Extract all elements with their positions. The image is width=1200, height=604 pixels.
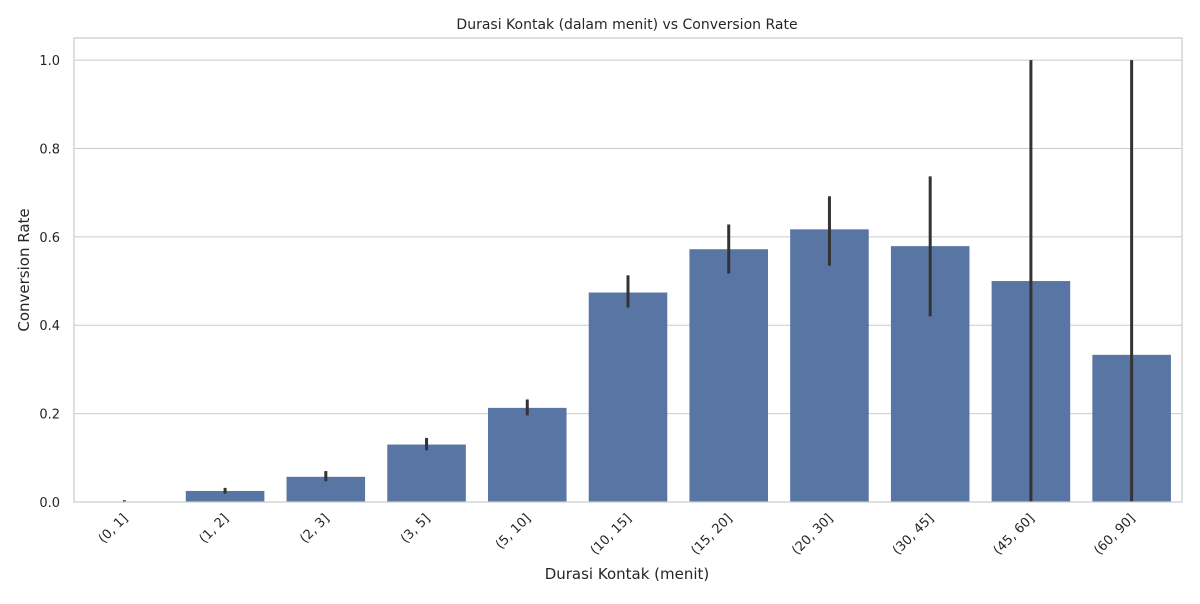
y-tick-label: 0.0 bbox=[39, 496, 60, 511]
y-tick-label: 0.2 bbox=[39, 408, 60, 423]
y-tick-label: 0.8 bbox=[39, 142, 60, 157]
y-tick-label: 0.6 bbox=[39, 231, 60, 246]
y-tick-label: 1.0 bbox=[39, 54, 60, 69]
axes-frame bbox=[73, 37, 1183, 503]
bar bbox=[588, 292, 668, 502]
bar bbox=[185, 490, 265, 502]
x-axis-label: Durasi Kontak (menit) bbox=[545, 565, 710, 583]
y-tick-labels: 0.0 0.2 0.4 0.6 0.8 1.0 bbox=[39, 54, 60, 511]
bar bbox=[487, 407, 567, 502]
chart-title: Durasi Kontak (dalam menit) vs Conversio… bbox=[456, 17, 797, 33]
bar bbox=[689, 249, 769, 502]
y-tick-label: 0.4 bbox=[39, 319, 60, 334]
bar bbox=[790, 229, 869, 502]
bars bbox=[185, 229, 1171, 502]
bar bbox=[387, 444, 466, 502]
error-bars bbox=[122, 60, 1134, 502]
y-axis-label: Conversion Rate bbox=[15, 208, 33, 331]
